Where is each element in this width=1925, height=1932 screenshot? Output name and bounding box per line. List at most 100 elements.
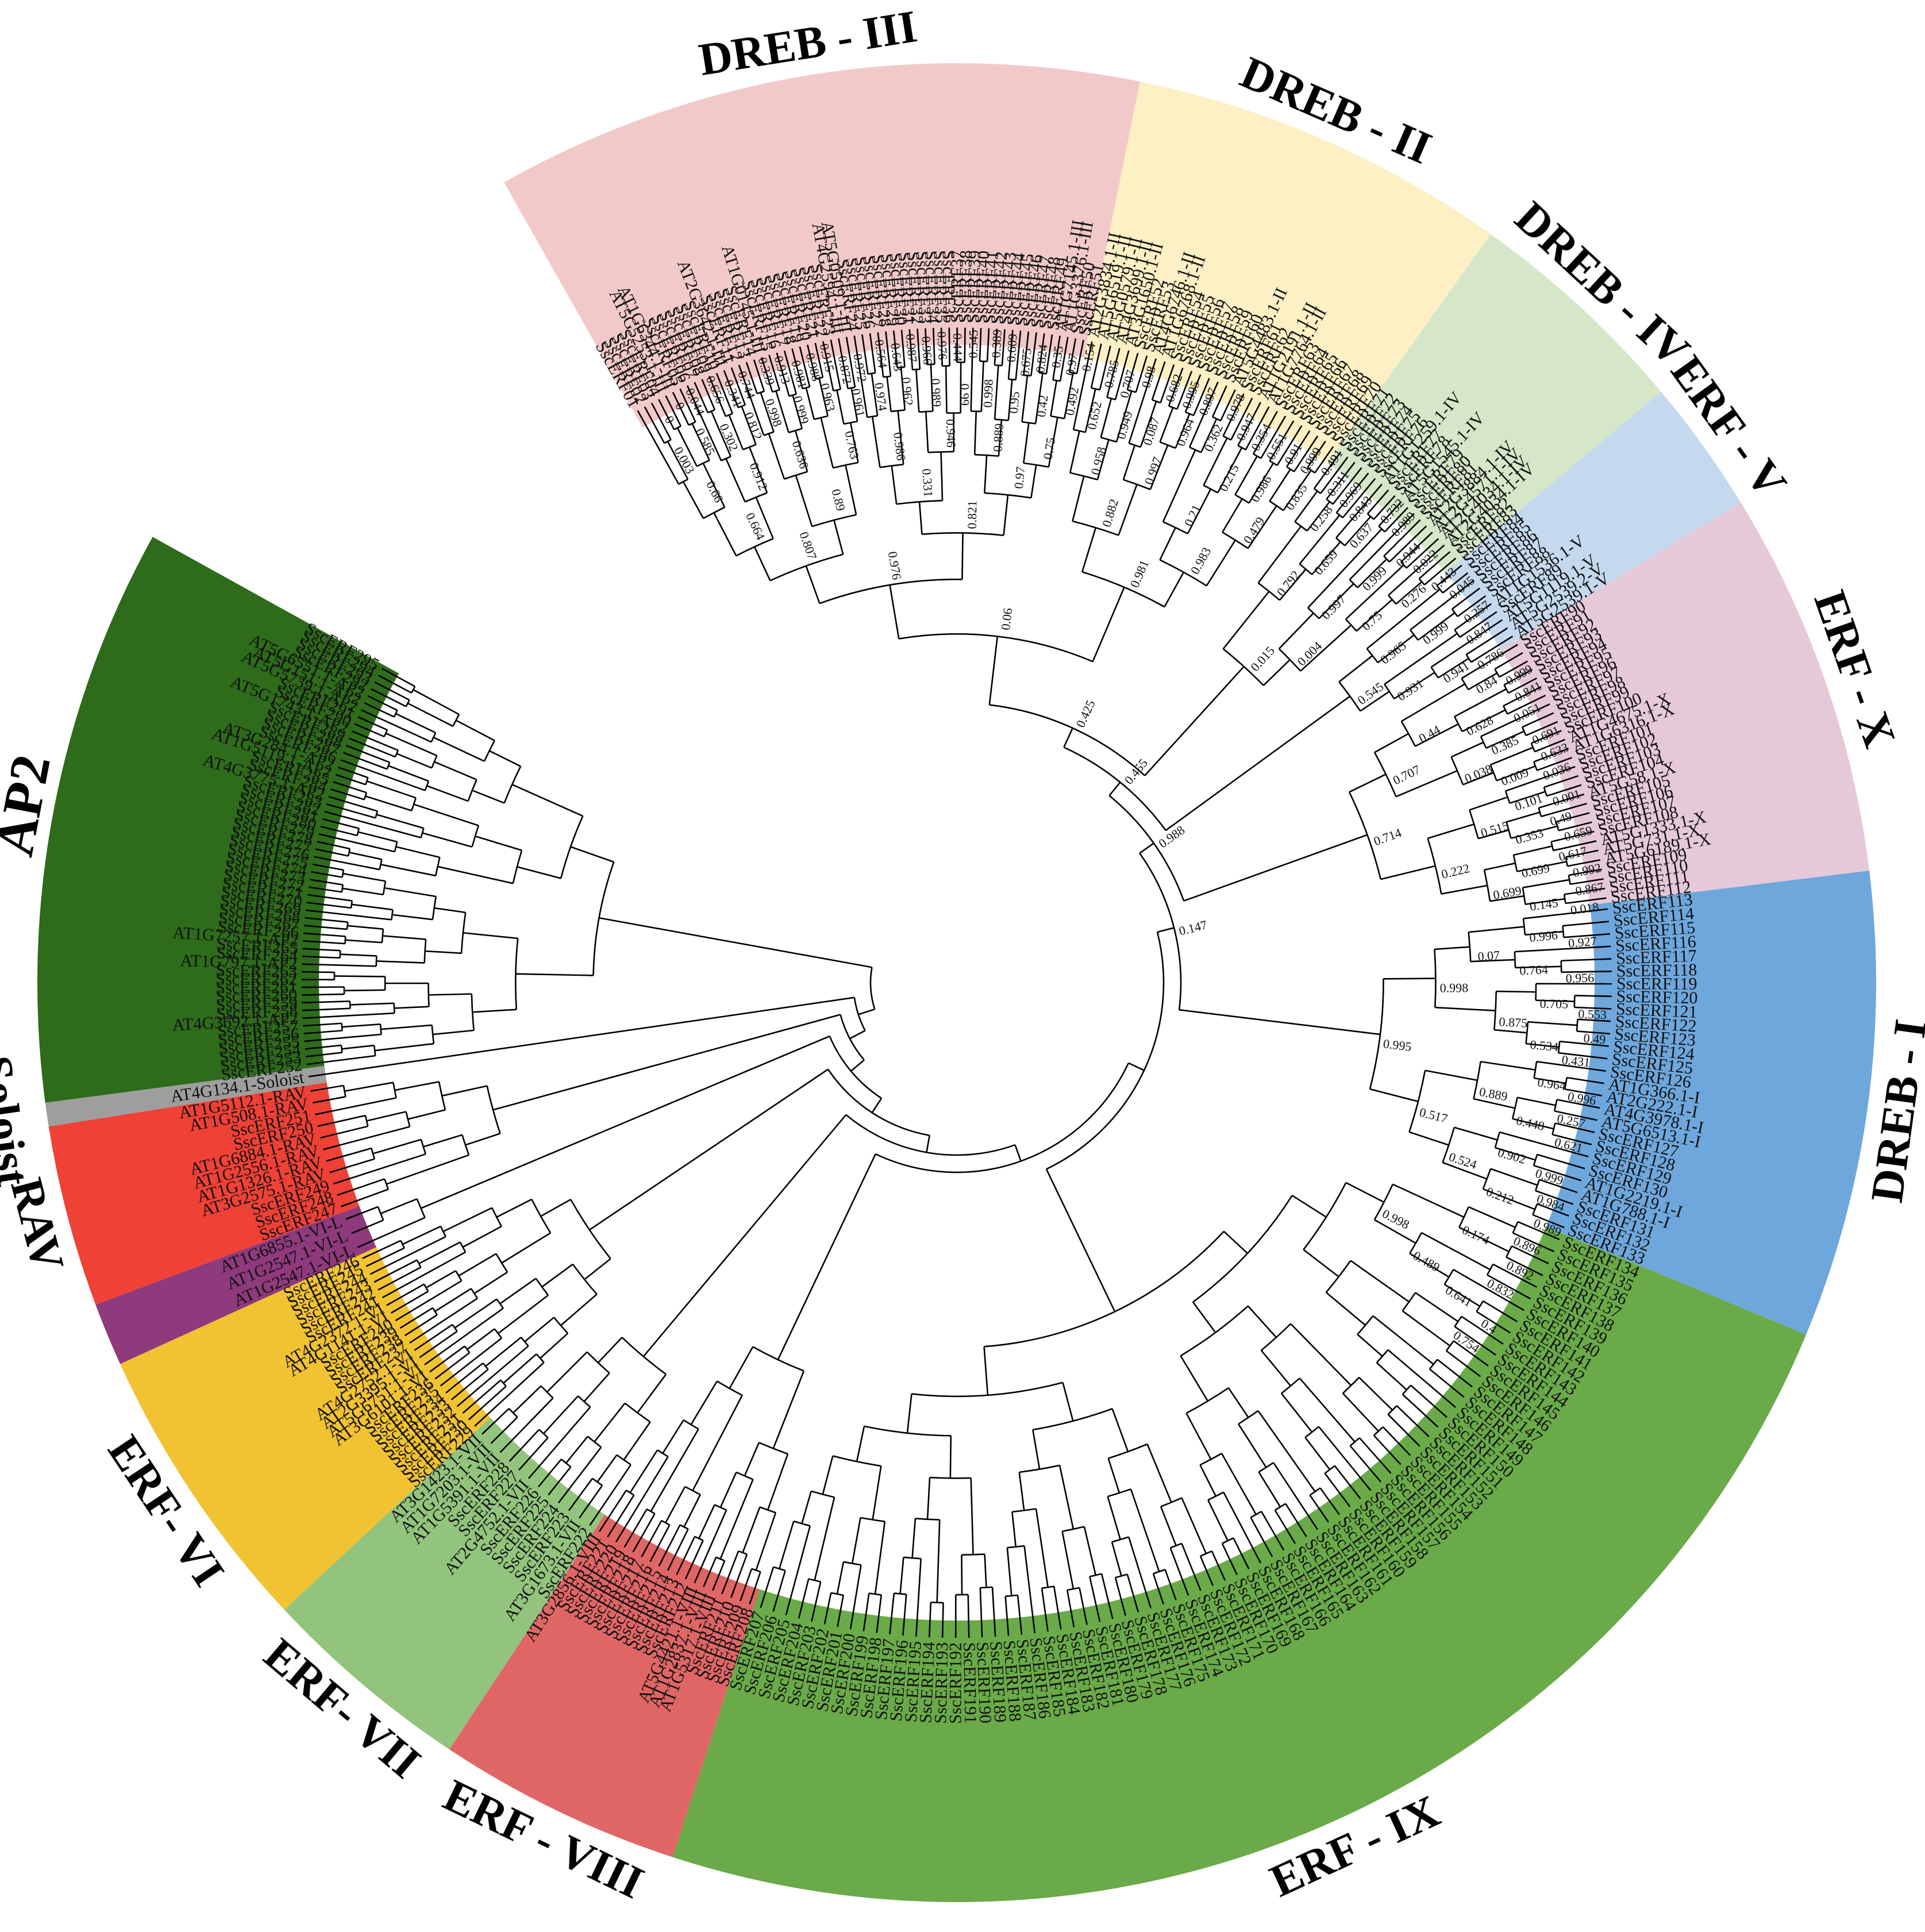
branch [381,1025,432,1029]
branch-arc [1564,894,1565,903]
support-value: 0.714 [1372,825,1403,848]
branch [1222,499,1242,532]
branch-arc [536,1279,548,1295]
branch-arc [1495,669,1499,677]
branch [584,1259,610,1279]
branch [396,714,436,733]
branch-arc [380,1024,381,1034]
branch [426,1271,456,1288]
branch [386,1155,469,1184]
branch [834,520,843,555]
branch [325,811,421,838]
branch-arc [497,1299,503,1308]
branch-arc [1446,1341,1454,1350]
branch-arc [468,780,477,801]
branch [1129,1063,1144,1071]
branch-arc [344,1086,345,1096]
branch-arc [394,1003,395,1013]
branch-arc [833,389,841,391]
branch [1012,1512,1015,1547]
branch [1093,587,1125,661]
branch [743,1507,760,1552]
branch [434,908,466,913]
branch-arc [1200,1453,1222,1465]
branch-arc [617,1455,630,1465]
branch [441,1338,502,1386]
branch-arc [1305,1427,1319,1438]
branch [598,1337,622,1363]
branch [1015,1145,1021,1161]
branch [486,1337,521,1366]
branch-arc [1481,737,1486,748]
branch [380,864,436,876]
support-value: 0.986 [891,432,908,461]
branch [1182,1498,1206,1554]
support-value: 0.999 [1420,619,1452,648]
branch [726,459,745,502]
branch [984,1346,988,1395]
branch-arc [1108,1489,1131,1496]
support-value: 0.964 [1537,1075,1567,1093]
branch-arc [1208,1492,1223,1500]
branch [1359,1377,1392,1410]
support-value: 0.524 [1447,1149,1479,1172]
branch-arc [1454,1317,1461,1327]
branch [1063,1383,1073,1421]
branch-arc [930,1477,971,1478]
branch [1507,812,1540,822]
branch [1425,1071,1477,1080]
support-value: 0.492 [1062,386,1081,417]
branch [1145,667,1243,776]
branch [796,475,812,526]
branch-arc [1466,655,1471,662]
branch-arc [505,767,521,803]
branch [1454,1127,1497,1140]
support-value: 0.956 [1565,971,1594,986]
branch [496,1199,532,1217]
branch [547,1352,587,1392]
branch [367,781,415,798]
support-value: 0.958 [1088,445,1108,476]
branch-arc [931,1602,944,1603]
support-value: 0.705 [1539,996,1568,1011]
branch-arc [341,1045,342,1053]
branch [571,846,614,861]
branch [1303,1250,1338,1277]
branch [1261,1350,1291,1386]
branch [990,636,998,705]
branch-arc [903,1557,921,1558]
branch-arc [625,1403,650,1422]
branch [396,846,440,857]
branch [475,836,522,850]
support-value: 0.515 [1479,818,1511,840]
branch-arc [626,1490,634,1495]
support-value: 0.212 [1484,1184,1516,1208]
branch-arc [980,361,987,362]
branch-arc [1487,1264,1493,1275]
branch [394,1007,429,1009]
support-value: 0.931 [1395,676,1426,703]
branch [769,434,784,479]
branch-arc [1325,1466,1335,1473]
branch [858,1009,875,1014]
branch [1523,880,1569,888]
branch [1139,843,1153,853]
support-value: 0.707 [1117,368,1138,399]
branch [1112,1542,1121,1576]
branch [1357,1334,1382,1356]
branch [852,1518,860,1564]
branch [756,1512,776,1570]
support-value: 0.996 [1529,927,1558,945]
branch [730,1347,753,1388]
branch [890,585,899,639]
branch-arc [1445,1269,1453,1284]
support-value: 0.49 [1548,809,1573,829]
branch [1148,1444,1172,1502]
branch-arc [492,1208,501,1226]
support-value: 0.75 [1041,436,1058,460]
branch-arc [484,741,495,761]
support-value: 0.038 [1462,761,1494,786]
support-value: 0.35 [1049,345,1066,369]
branch [382,1252,465,1298]
branch [637,1375,666,1413]
